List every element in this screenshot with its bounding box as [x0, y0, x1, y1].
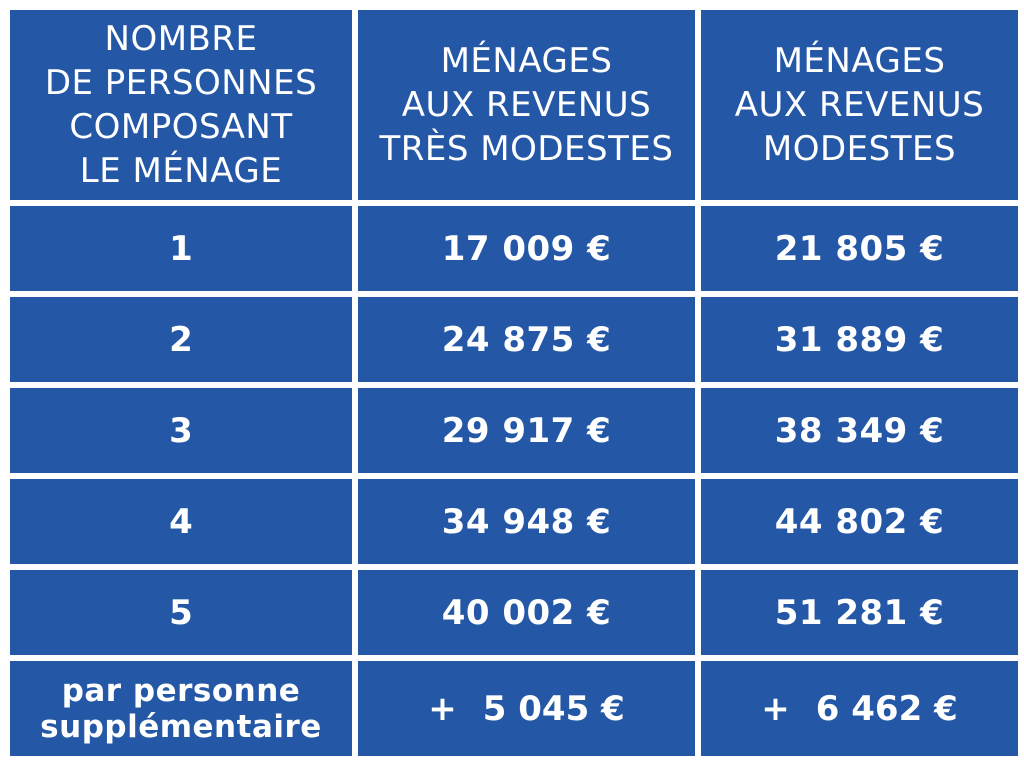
very-modest-threshold-cell: 40 002 € [358, 570, 695, 655]
very-modest-threshold-cell: 17 009 € [358, 206, 695, 291]
header-household-size-line: DE PERSONNES [44, 63, 318, 103]
extra-person-label-cell: par personne supplémentaire [10, 661, 352, 756]
header-household-size-line: NOMBRE [104, 19, 258, 59]
plus-sign: + [428, 688, 457, 729]
header-very-modest-line: MÉNAGES [440, 41, 613, 81]
modest-threshold-cell: 44 802 € [701, 479, 1018, 564]
very-modest-threshold-cell: 29 917 € [358, 388, 695, 473]
extra-very-modest-value: 5 045 € [482, 688, 625, 729]
household-size-cell: 2 [10, 297, 352, 382]
extra-modest-value: 6 462 € [815, 688, 958, 729]
header-household-size-line: LE MÉNAGE [79, 151, 283, 191]
household-size-cell: 1 [10, 206, 352, 291]
header-modest-line: AUX REVENUS [734, 85, 985, 125]
extra-person-label-line: supplémentaire [40, 708, 322, 745]
header-very-modest-income: MÉNAGES AUX REVENUS TRÈS MODESTES [358, 10, 695, 200]
modest-threshold-cell: 51 281 € [701, 570, 1018, 655]
modest-threshold-cell: 31 889 € [701, 297, 1018, 382]
header-very-modest-line: TRÈS MODESTES [379, 129, 674, 169]
header-household-size: NOMBRE DE PERSONNES COMPOSANT LE MÉNAGE [10, 10, 352, 200]
header-modest-line: MÉNAGES [773, 41, 946, 81]
extra-person-label-line: par personne [61, 672, 301, 709]
extra-modest-cell: + 6 462 € [701, 661, 1018, 756]
header-modest-income: MÉNAGES AUX REVENUS MODESTES [701, 10, 1018, 200]
header-household-size-line: COMPOSANT [69, 107, 293, 147]
header-very-modest-line: AUX REVENUS [401, 85, 652, 125]
income-threshold-table: NOMBRE DE PERSONNES COMPOSANT LE MÉNAGE … [10, 10, 1018, 760]
household-size-cell: 5 [10, 570, 352, 655]
modest-threshold-cell: 38 349 € [701, 388, 1018, 473]
household-size-cell: 4 [10, 479, 352, 564]
extra-very-modest-cell: + 5 045 € [358, 661, 695, 756]
very-modest-threshold-cell: 34 948 € [358, 479, 695, 564]
header-modest-line: MODESTES [762, 129, 957, 169]
household-size-cell: 3 [10, 388, 352, 473]
plus-sign: + [761, 688, 790, 729]
very-modest-threshold-cell: 24 875 € [358, 297, 695, 382]
modest-threshold-cell: 21 805 € [701, 206, 1018, 291]
